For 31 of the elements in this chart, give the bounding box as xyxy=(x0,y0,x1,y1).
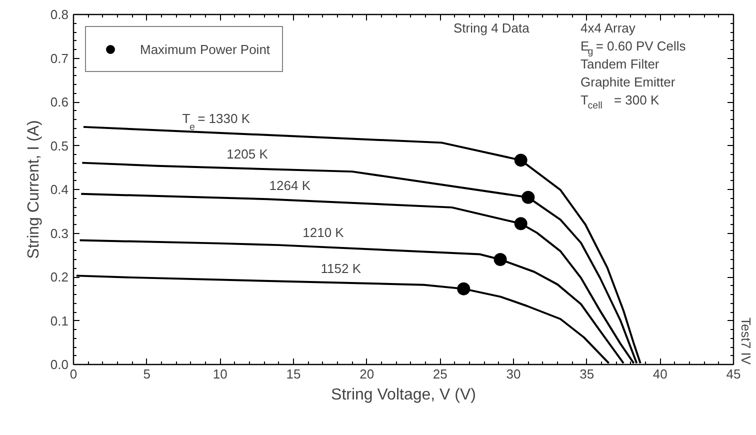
legend-label: Maximum Power Point xyxy=(140,42,270,56)
y-tick-label: 0.4 xyxy=(50,182,69,197)
x-tick-label: 0 xyxy=(70,366,78,382)
x-tick-label: 15 xyxy=(286,366,301,382)
annotation: 4x4 Array xyxy=(580,20,636,36)
x-tick-label: 40 xyxy=(652,366,668,382)
y-tick-label: 0.6 xyxy=(50,94,69,110)
y-tick-label: 0.7 xyxy=(50,50,69,66)
series-label: 1210 K xyxy=(302,225,344,240)
x-tick-label: 5 xyxy=(143,366,150,382)
annotation: String 4 Data xyxy=(454,20,530,36)
series-label: 1264 K xyxy=(269,178,311,194)
x-axis-title: String Voltage, V (V) xyxy=(331,386,476,404)
y-tick-label: 0.3 xyxy=(50,226,69,241)
y-tick-label: 0.1 xyxy=(50,313,69,328)
annotation: Graphite Emitter xyxy=(580,74,676,90)
x-tick-label: 10 xyxy=(212,366,228,382)
series-label: 1152 K xyxy=(320,260,362,276)
annotation: Tandem Filter xyxy=(580,56,660,72)
y-tick-label: 0.8 xyxy=(50,7,69,22)
y-axis-title: String Current, I (A) xyxy=(25,120,42,259)
x-tick-label: 30 xyxy=(506,366,521,382)
y-tick-label: 0.5 xyxy=(50,138,69,154)
x-tick-label: 35 xyxy=(580,366,594,382)
text: Test7 IV xyxy=(738,318,754,365)
y-tick-label: 0.2 xyxy=(50,270,69,284)
series-label: 1205 K xyxy=(226,146,268,162)
x-tick-label: 25 xyxy=(432,366,448,382)
x-tick-label: 45 xyxy=(726,366,741,382)
y-tick-label: 0.0 xyxy=(50,357,69,372)
x-tick-label: 20 xyxy=(360,366,374,382)
